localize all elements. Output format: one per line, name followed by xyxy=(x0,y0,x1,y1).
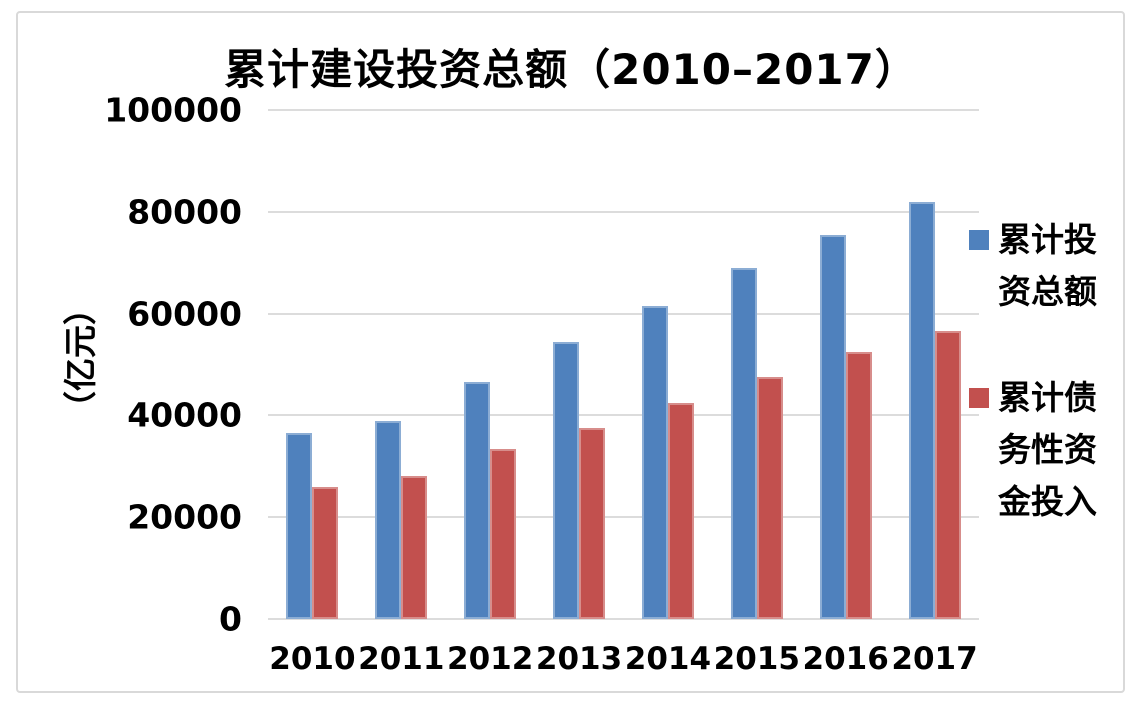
plot-area xyxy=(268,109,979,620)
legend-swatch-icon xyxy=(969,230,989,250)
gridline xyxy=(268,618,979,620)
bar-group-2012 xyxy=(446,110,535,619)
bar-累计债务性资金投入-2016 xyxy=(845,351,872,619)
legend-swatch-icon xyxy=(969,388,989,408)
x-tick-label: 2015 xyxy=(713,641,800,677)
gridline xyxy=(268,109,979,111)
legend-label: 累计债务性资金投入 xyxy=(998,378,1097,521)
x-tick-label: 2011 xyxy=(358,641,445,677)
y-axis-ticks: 0 20000 40000 60000 80000 100000 xyxy=(0,91,242,639)
legend-label: 累计投资总额 xyxy=(998,220,1097,311)
legend-item: 累计债务性资金投入 xyxy=(969,372,1110,528)
legend-item: 累计投资总额 xyxy=(969,214,1110,318)
y-tick-label: 80000 xyxy=(127,192,242,232)
legend: 累计投资总额累计债务性资金投入 xyxy=(969,0,1145,709)
bar-累计投资总额-2016 xyxy=(819,234,846,619)
bar-累计投资总额-2013 xyxy=(553,341,580,619)
y-tick-label: 60000 xyxy=(127,294,242,334)
gridline xyxy=(268,210,979,213)
bar-累计债务性资金投入-2010 xyxy=(312,486,339,619)
chart-title: 累计建设投资总额（2010–2017） xyxy=(224,45,918,94)
gridline xyxy=(268,414,979,417)
bar-group-2011 xyxy=(357,110,446,619)
bar-累计投资总额-2017 xyxy=(908,201,935,619)
bar-group-2010 xyxy=(268,110,357,619)
y-tick-label: 100000 xyxy=(104,90,242,130)
y-tick-label: 20000 xyxy=(127,497,242,537)
bar-累计债务性资金投入-2017 xyxy=(934,331,961,619)
bar-累计债务性资金投入-2012 xyxy=(490,448,517,619)
bar-累计投资总额-2011 xyxy=(375,420,402,619)
bar-累计债务性资金投入-2011 xyxy=(401,476,428,619)
bar-累计债务性资金投入-2015 xyxy=(756,377,783,619)
bar-累计投资总额-2014 xyxy=(641,305,668,619)
bar-group-2016 xyxy=(801,110,890,619)
x-tick-label: 2017 xyxy=(891,641,978,677)
y-tick-label: 0 xyxy=(219,599,242,639)
x-axis-labels: 2010 2011 2012 2013 2014 2015 2016 2017 xyxy=(268,641,979,677)
gridline xyxy=(268,516,979,519)
y-tick-label: 40000 xyxy=(127,395,242,435)
bar-groups xyxy=(268,110,979,619)
x-tick-label: 2016 xyxy=(802,641,889,677)
x-tick-label: 2013 xyxy=(535,641,623,677)
x-tick-label: 2014 xyxy=(624,641,712,677)
bar-group-2017 xyxy=(890,110,979,619)
gridline xyxy=(268,312,979,315)
bar-累计债务性资金投入-2014 xyxy=(667,402,694,619)
bar-group-2014 xyxy=(624,110,713,619)
bar-累计债务性资金投入-2013 xyxy=(579,428,606,619)
bar-累计投资总额-2010 xyxy=(286,433,313,619)
bar-累计投资总额-2015 xyxy=(730,267,757,619)
x-tick-label: 2012 xyxy=(447,641,534,677)
bar-group-2015 xyxy=(712,110,801,619)
bar-累计投资总额-2012 xyxy=(464,382,491,619)
bar-group-2013 xyxy=(535,110,624,619)
x-tick-label: 2010 xyxy=(269,641,356,677)
